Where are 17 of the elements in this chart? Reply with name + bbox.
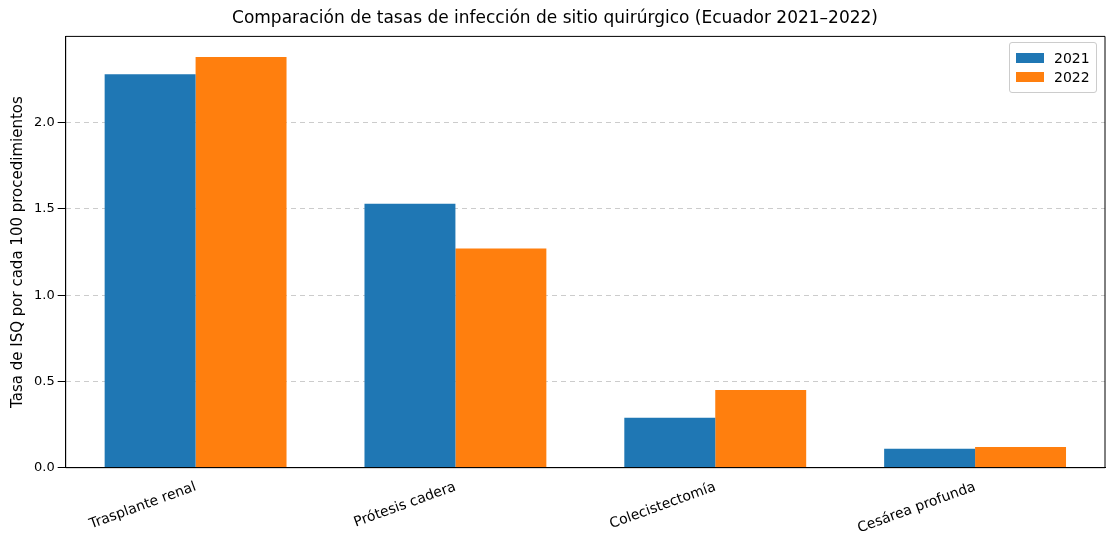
bar [455, 248, 547, 468]
y-tick-label: 1.0 [33, 286, 55, 302]
y-axis-title: Tasa de ISQ por cada 100 procedimientos [7, 95, 26, 409]
y-tick-label: 1.5 [33, 200, 55, 216]
bar [624, 417, 716, 468]
bar [104, 74, 196, 468]
bar [195, 57, 287, 468]
legend-label: 2022 [1054, 69, 1090, 86]
y-tick-label: 0.0 [33, 459, 55, 475]
bar [884, 448, 976, 468]
bar [364, 203, 456, 468]
y-tick-label: 2.0 [33, 114, 55, 130]
bar [975, 446, 1067, 468]
y-tick-label: 0.5 [33, 372, 55, 388]
chart-title: Comparación de tasas de infección de sitio quirúrgico (Ecuador 2021–2022) [232, 6, 878, 27]
legend-label: 2021 [1054, 50, 1090, 67]
bar [715, 390, 807, 468]
